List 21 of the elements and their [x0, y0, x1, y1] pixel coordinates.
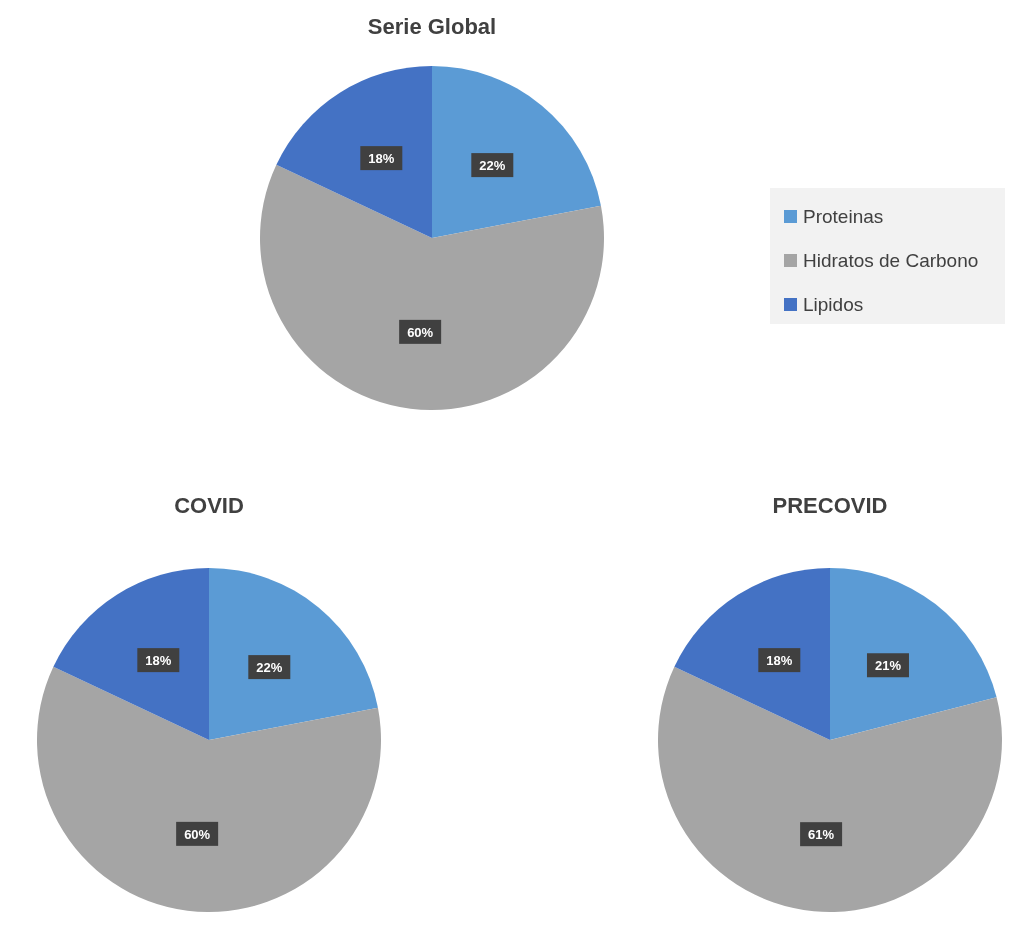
pie-slice	[830, 568, 997, 740]
data-label: 18%	[368, 151, 395, 167]
chart-title: COVID	[174, 493, 244, 518]
chart-title: Serie Global	[367, 14, 497, 39]
data-label: 22%	[479, 158, 506, 174]
data-label: 61%	[808, 827, 835, 843]
legend-label: Hidratos de Carbono	[803, 250, 979, 271]
legend-label: Lipidos	[803, 294, 864, 315]
pie-slice	[209, 568, 378, 740]
data-label: 22%	[256, 660, 283, 676]
pie-slice	[53, 568, 209, 740]
legend-label: Proteinas	[803, 206, 884, 227]
data-label: 18%	[145, 653, 172, 669]
data-label: 60%	[407, 324, 434, 340]
chart-title: PRECOVID	[772, 493, 888, 518]
pie-slice	[674, 568, 830, 740]
data-label: 18%	[766, 653, 793, 669]
data-label: 60%	[184, 826, 211, 842]
pie-slice	[432, 66, 601, 238]
data-label: 21%	[874, 658, 902, 674]
pie-slice	[276, 66, 432, 238]
